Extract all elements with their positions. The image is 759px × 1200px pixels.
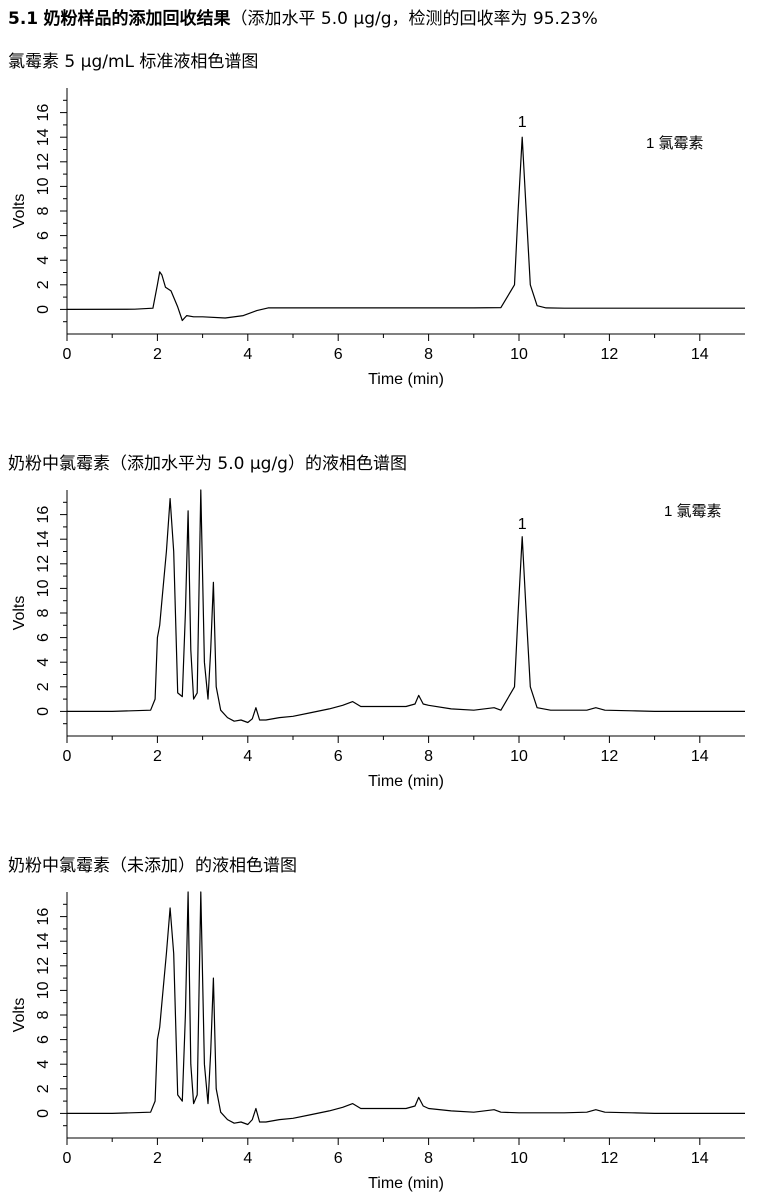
x-axis-label: Time (min) bbox=[368, 371, 444, 388]
section-title: 奶粉样品的添加回收结果 bbox=[43, 9, 231, 29]
y-tick-label: 4 bbox=[35, 1060, 52, 1069]
x-axis-label: Time (min) bbox=[368, 1175, 444, 1192]
section-subtitle: （添加水平 5.0 μg/g，检测的回收率为 95.23% bbox=[230, 9, 598, 29]
y-axis-label: Volts bbox=[11, 596, 28, 631]
x-tick-label: 0 bbox=[63, 1150, 72, 1167]
y-tick-label: 0 bbox=[35, 1109, 52, 1118]
y-tick-label: 2 bbox=[35, 682, 52, 691]
y-tick-label: 6 bbox=[35, 231, 52, 240]
section-number: 5.1 bbox=[8, 9, 39, 29]
x-tick-label: 2 bbox=[153, 748, 162, 765]
chromatogram-trace bbox=[67, 891, 745, 1126]
x-tick-label: 6 bbox=[334, 748, 343, 765]
y-tick-label: 12 bbox=[35, 153, 52, 171]
x-tick-label: 14 bbox=[691, 346, 709, 363]
legend-entry: 1 氯霉素 bbox=[646, 135, 704, 152]
y-tick-label: 2 bbox=[35, 1084, 52, 1093]
x-tick-label: 8 bbox=[424, 748, 433, 765]
y-tick-label: 2 bbox=[35, 280, 52, 289]
x-tick-label: 6 bbox=[334, 1150, 343, 1167]
x-tick-label: 8 bbox=[424, 1150, 433, 1167]
y-tick-label: 6 bbox=[35, 633, 52, 642]
x-tick-label: 4 bbox=[243, 1150, 252, 1167]
x-tick-label: 10 bbox=[510, 1150, 528, 1167]
legend-entry: 1 氯霉素 bbox=[664, 503, 722, 520]
y-axis-label: Volts bbox=[11, 194, 28, 229]
x-tick-label: 14 bbox=[691, 748, 709, 765]
y-tick-label: 8 bbox=[35, 608, 52, 617]
chart-1-standard: 0 2 4 6 8 10 12 14 0 2 4 6 8 10 12 14 16 Time (min) Volts 1… bbox=[11, 88, 745, 388]
x-tick-label: 12 bbox=[601, 346, 619, 363]
y-tick-label: 14 bbox=[35, 932, 52, 950]
x-tick-label: 14 bbox=[691, 1150, 709, 1167]
y-tick-label: 10 bbox=[35, 177, 52, 195]
x-tick-label: 2 bbox=[153, 1150, 162, 1167]
chart-2-spiked-sample: 0 2 4 6 8 10 12 14 0 2 4 6 8 10 12 14 16 Time (min) Volts 1… bbox=[11, 489, 745, 790]
x-tick-label: 12 bbox=[601, 748, 619, 765]
x-tick-label: 0 bbox=[63, 748, 72, 765]
y-tick-label: 4 bbox=[35, 256, 52, 265]
peak-label: 1 bbox=[518, 114, 527, 131]
x-tick-label: 8 bbox=[424, 346, 433, 363]
chromatogram-trace bbox=[66, 136, 745, 322]
y-axis-label: Volts bbox=[11, 998, 28, 1033]
y-tick-label: 0 bbox=[35, 707, 52, 716]
y-tick-label: 8 bbox=[35, 206, 52, 215]
x-tick-label: 4 bbox=[243, 748, 252, 765]
y-tick-label: 10 bbox=[35, 579, 52, 597]
x-tick-label: 12 bbox=[601, 1150, 619, 1167]
y-tick-label: 4 bbox=[35, 658, 52, 667]
x-tick-label: 10 bbox=[510, 346, 528, 363]
y-tick-label: 0 bbox=[35, 305, 52, 314]
x-tick-label: 6 bbox=[334, 346, 343, 363]
x-tick-label: 4 bbox=[243, 346, 252, 363]
peak-label: 1 bbox=[518, 516, 527, 533]
x-tick-label: 2 bbox=[153, 346, 162, 363]
x-axis-label: Time (min) bbox=[368, 773, 444, 790]
x-tick-label: 10 bbox=[510, 748, 528, 765]
y-tick-label: 16 bbox=[35, 104, 52, 122]
y-tick-label: 12 bbox=[35, 957, 52, 975]
y-tick-label: 16 bbox=[35, 908, 52, 926]
chart-2-caption: 奶粉中氯霉素（添加水平为 5.0 μg/g）的液相色谱图 bbox=[8, 454, 407, 474]
y-tick-label: 6 bbox=[35, 1035, 52, 1044]
y-tick-label: 14 bbox=[35, 128, 52, 146]
y-tick-label: 12 bbox=[35, 555, 52, 573]
y-tick-label: 14 bbox=[35, 530, 52, 548]
y-tick-label: 10 bbox=[35, 981, 52, 999]
y-tick-label: 16 bbox=[35, 506, 52, 524]
chart-1-caption: 氯霉素 5 μg/mL 标准液相色谱图 bbox=[8, 52, 259, 72]
x-tick-label: 0 bbox=[63, 346, 72, 363]
chromatogram-trace bbox=[67, 489, 745, 724]
section-heading: 5.1 奶粉样品的添加回收结果（添加水平 5.0 μg/g，检测的回收率为 95… bbox=[8, 4, 598, 29]
chart-3-blank-sample: 0 2 4 6 8 10 12 14 0 2 4 6 8 10 12 14 16 Time (min) Volts bbox=[11, 891, 745, 1192]
chart-3-caption: 奶粉中氯霉素（未添加）的液相色谱图 bbox=[8, 856, 297, 876]
y-tick-label: 8 bbox=[35, 1010, 52, 1019]
